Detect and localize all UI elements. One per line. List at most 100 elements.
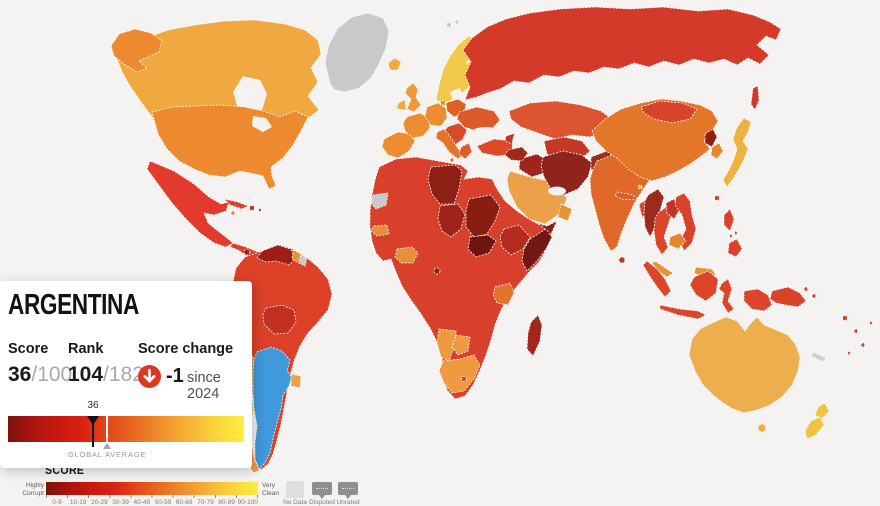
region-sicily[interactable] xyxy=(449,157,455,163)
country-philippines-visayas[interactable] xyxy=(734,231,738,235)
country-argentina-selected[interactable] xyxy=(252,346,293,470)
region-western-sahara[interactable] xyxy=(370,192,389,210)
country-philippines-luzon[interactable] xyxy=(723,208,735,232)
country-libya[interactable] xyxy=(427,164,463,205)
region-sakhalin[interactable] xyxy=(750,85,760,111)
country-oman[interactable] xyxy=(557,203,573,222)
country-cambodia[interactable] xyxy=(668,232,687,250)
country-greece[interactable] xyxy=(458,142,473,160)
country-russia[interactable] xyxy=(462,6,782,101)
region-java[interactable] xyxy=(659,304,707,320)
country-tooltip-card: ARGENTINA Score Rank Score change 36/100… xyxy=(0,281,252,468)
country-japan[interactable] xyxy=(722,117,752,188)
country-italy[interactable] xyxy=(435,128,464,160)
region-africa[interactable] xyxy=(369,156,552,400)
region-borneo[interactable] xyxy=(689,270,719,302)
country-north-korea[interactable] xyxy=(704,128,718,148)
region-levant[interactable] xyxy=(504,146,529,162)
region-pacific-islands[interactable] xyxy=(853,328,859,334)
country-germany[interactable] xyxy=(424,102,448,127)
region-pacific-islands[interactable] xyxy=(869,321,873,325)
country-new-zealand-north[interactable] xyxy=(814,402,830,420)
country-ethiopia[interactable] xyxy=(499,224,531,256)
country-french-guiana[interactable] xyxy=(298,254,308,267)
country-senegal[interactable] xyxy=(370,224,390,237)
legend-disputed-chip xyxy=(312,482,332,499)
country-sudan[interactable] xyxy=(465,194,501,238)
legend-ticks xyxy=(46,495,259,498)
country-new-zealand-south[interactable] xyxy=(804,416,825,440)
legend-bin: 60-69 xyxy=(175,499,193,506)
country-hispaniola[interactable] xyxy=(249,205,255,211)
country-ireland[interactable] xyxy=(396,99,407,111)
country-uruguay[interactable] xyxy=(290,373,302,389)
country-mexico[interactable] xyxy=(146,160,234,248)
score-marker-value: 36 xyxy=(87,400,99,411)
country-venezuela[interactable] xyxy=(256,244,298,266)
region-pacific-islands[interactable] xyxy=(847,351,851,355)
region-west-papua[interactable] xyxy=(743,288,773,312)
country-alaska-usa[interactable] xyxy=(110,28,163,73)
country-denmark[interactable] xyxy=(440,100,446,106)
country-name-title: ARGENTINA xyxy=(8,289,139,321)
country-thailand[interactable] xyxy=(653,206,673,256)
global-average-line xyxy=(106,416,109,442)
region-png-islands[interactable] xyxy=(811,293,817,299)
legend-disputed-label: Disputed xyxy=(309,499,335,506)
region-tasmania[interactable] xyxy=(757,423,767,433)
country-sri-lanka[interactable] xyxy=(618,256,626,264)
legend-bin: 0-9 xyxy=(52,499,62,506)
country-cuba[interactable] xyxy=(223,198,249,210)
country-myanmar[interactable] xyxy=(643,188,665,238)
country-australia[interactable] xyxy=(688,316,801,414)
score-change-note: since 2024 xyxy=(187,370,221,402)
region-iberia[interactable] xyxy=(381,131,416,159)
country-vietnam[interactable] xyxy=(674,192,697,252)
country-greenland[interactable] xyxy=(324,12,390,93)
region-sulawesi[interactable] xyxy=(718,278,735,314)
country-botswana[interactable] xyxy=(451,334,471,356)
country-uk[interactable] xyxy=(404,82,422,113)
region-new-caledonia[interactable] xyxy=(810,351,827,363)
region-sumatra[interactable] xyxy=(642,260,672,298)
rank-header: Rank xyxy=(68,341,104,357)
country-malaysia[interactable] xyxy=(651,260,674,278)
country-south-korea[interactable] xyxy=(710,142,724,160)
country-philippines-visayas[interactable] xyxy=(729,234,733,238)
region-png-islands[interactable] xyxy=(803,286,809,292)
region-pacific-islands[interactable] xyxy=(842,315,848,321)
persian-gulf xyxy=(548,186,566,196)
black-sea xyxy=(470,127,502,141)
country-south-sudan[interactable] xyxy=(467,234,497,258)
country-eq-guinea[interactable] xyxy=(433,267,441,275)
country-iceland[interactable] xyxy=(387,57,402,71)
country-puerto-rico[interactable] xyxy=(258,208,262,212)
country-mongolia[interactable] xyxy=(640,100,698,124)
score-value: 36/100 xyxy=(8,363,73,386)
country-tanzania[interactable] xyxy=(492,282,515,306)
country-iraq[interactable] xyxy=(518,153,549,178)
legend-bin: 80-89 xyxy=(218,499,235,506)
country-chad[interactable] xyxy=(437,203,466,238)
country-papua-new-guinea[interactable] xyxy=(769,286,807,308)
region-ghana-ivory-coast[interactable] xyxy=(394,246,419,264)
country-taiwan[interactable] xyxy=(714,195,720,201)
country-somalia[interactable] xyxy=(521,228,553,272)
country-philippines-mindanao[interactable] xyxy=(727,238,743,258)
country-madagascar[interactable] xyxy=(526,314,543,357)
region-pacific-islands[interactable] xyxy=(860,342,866,348)
country-jamaica[interactable] xyxy=(230,210,236,216)
legend-bin: 40-49 xyxy=(133,499,151,506)
country-svalbard[interactable] xyxy=(454,19,460,25)
country-south-africa[interactable] xyxy=(438,354,481,394)
country-nepal[interactable] xyxy=(614,191,639,201)
country-iran[interactable] xyxy=(540,150,593,196)
country-bhutan[interactable] xyxy=(637,184,643,190)
country-france[interactable] xyxy=(402,112,431,139)
country-bolivia[interactable] xyxy=(262,304,297,335)
country-svalbard[interactable] xyxy=(446,22,452,28)
country-lesotho[interactable] xyxy=(461,376,467,382)
country-nicaragua[interactable] xyxy=(243,248,251,256)
